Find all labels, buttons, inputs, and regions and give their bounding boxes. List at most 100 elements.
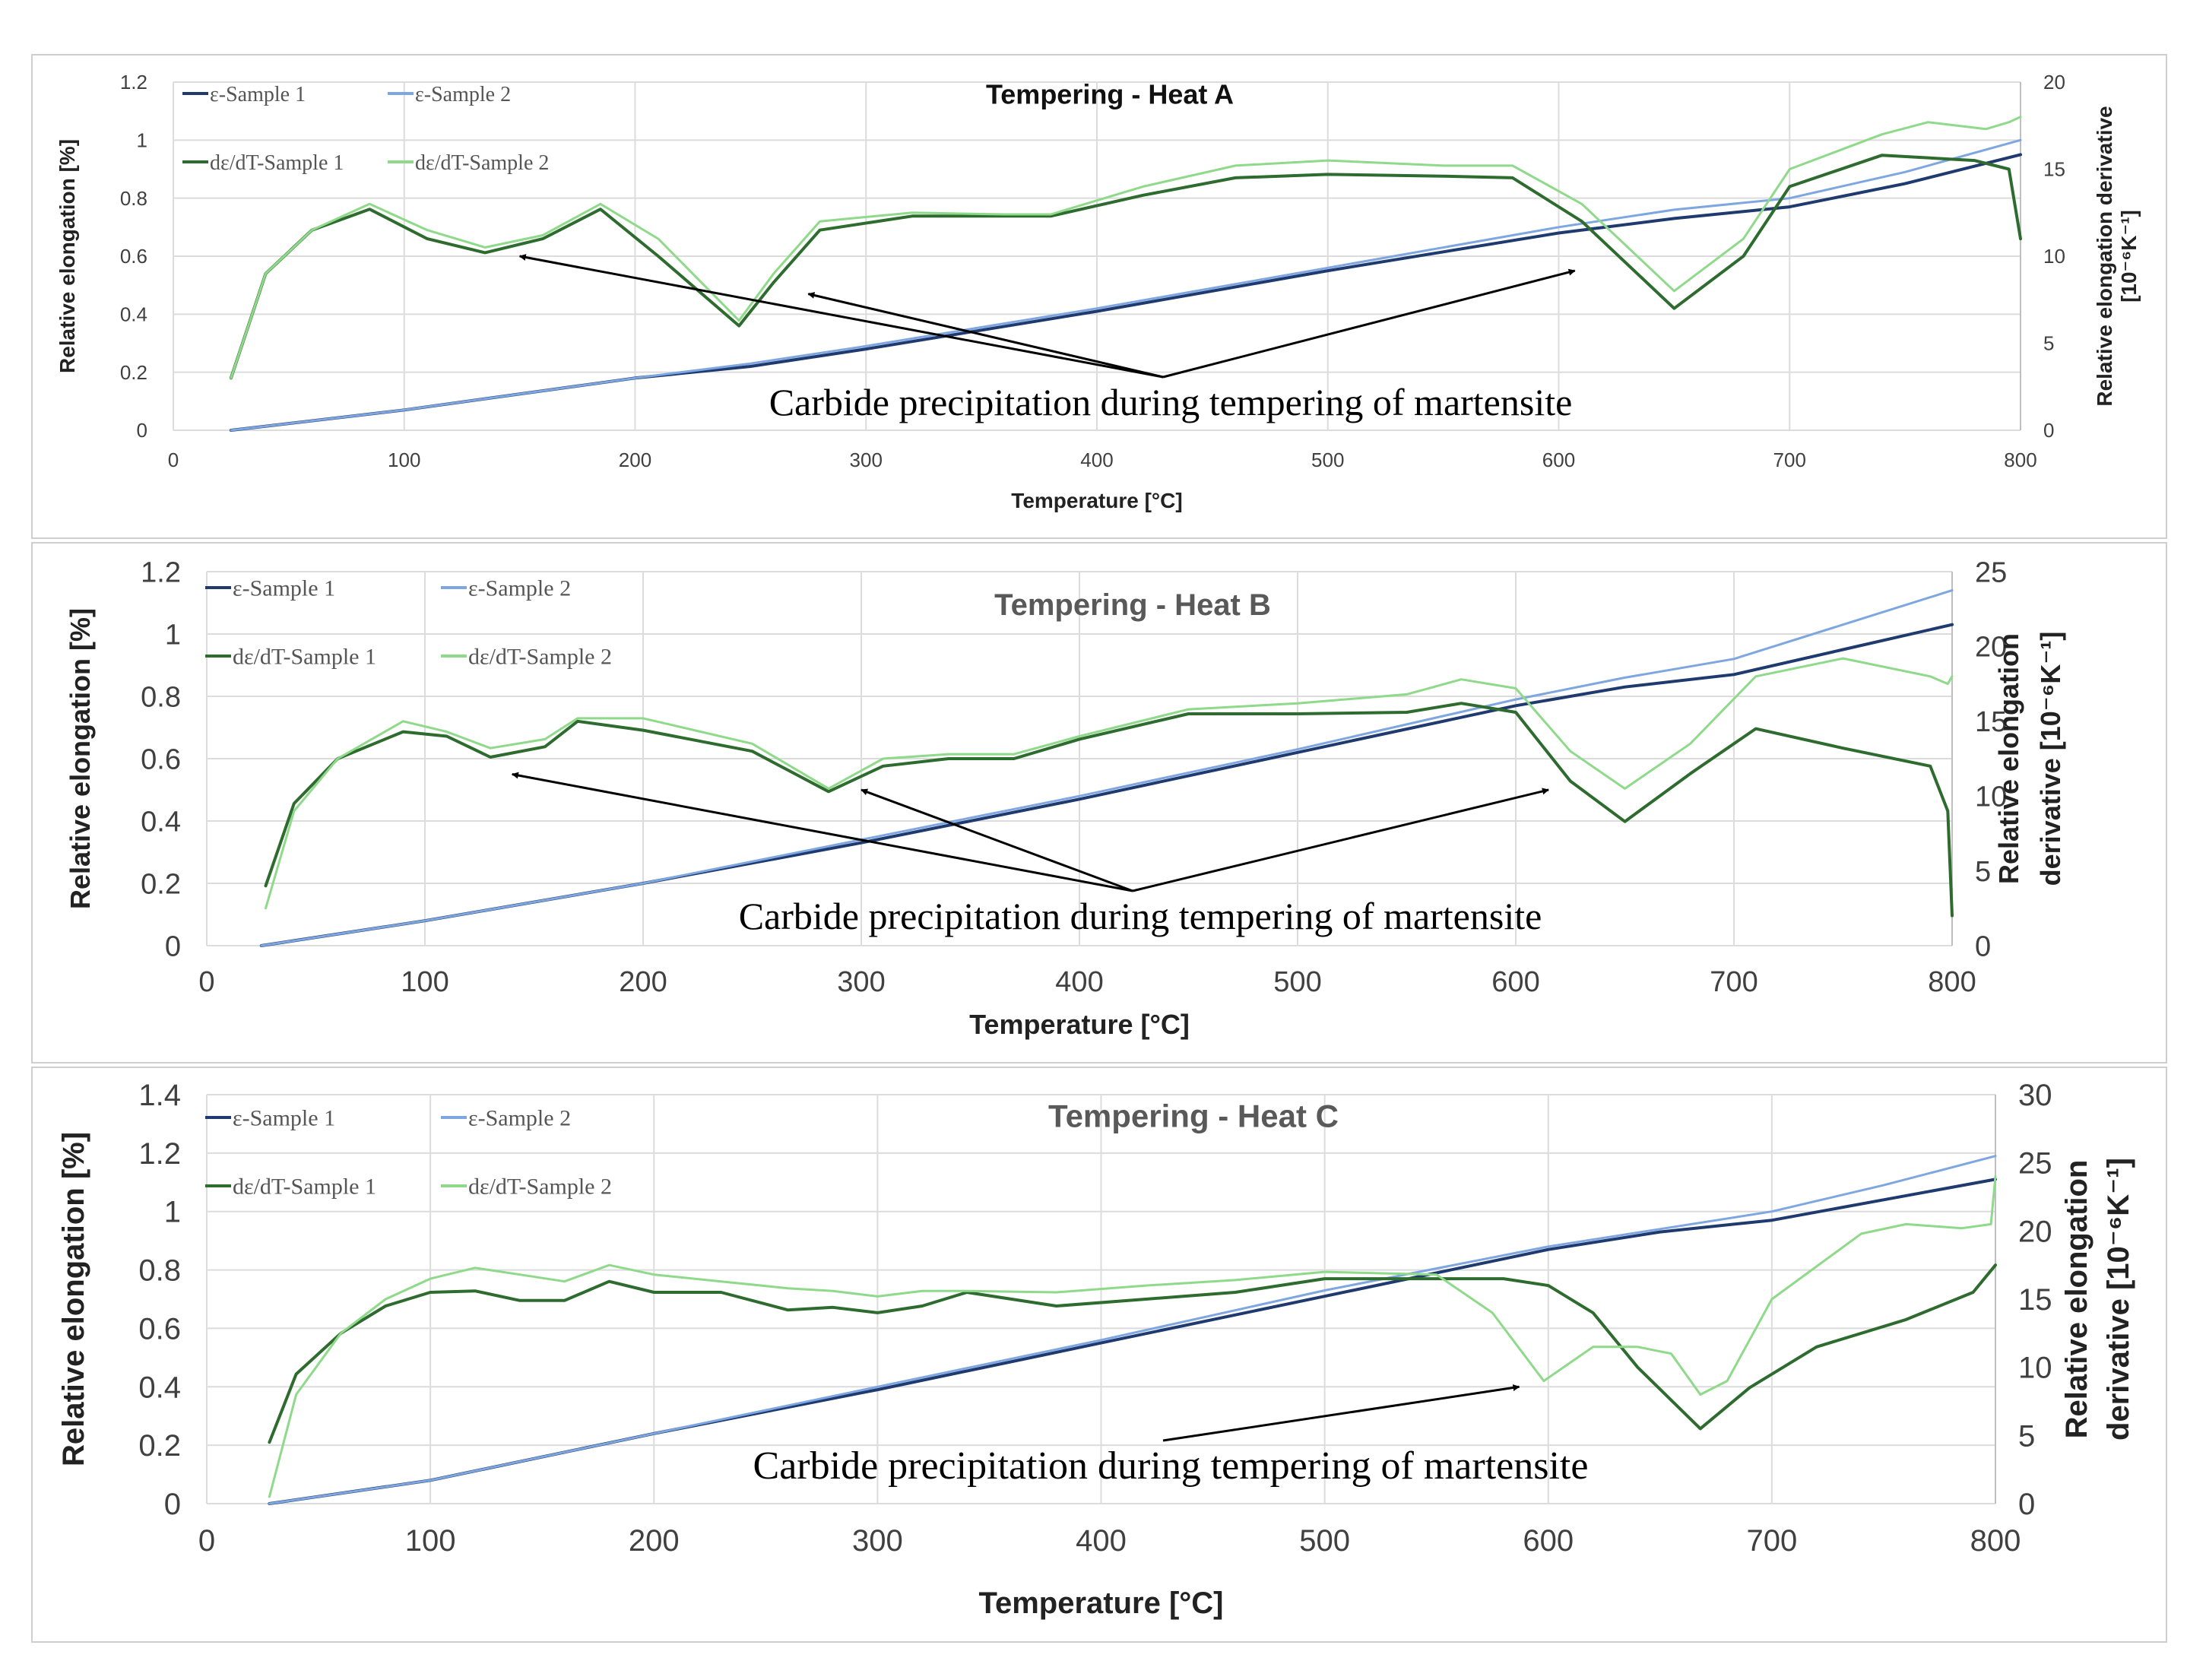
series-line-4: [265, 657, 1954, 910]
y2-tick-label: 0: [2018, 1488, 2035, 1521]
series-line-4: [230, 116, 2022, 379]
x-tick-label: 600: [1491, 966, 1539, 998]
x-tick-label: 100: [388, 449, 420, 471]
y-tick-label: 1: [165, 619, 181, 651]
x-tick-label: 400: [1055, 966, 1103, 998]
y2-tick-label: 5: [1975, 856, 1991, 888]
chart-title: Tempering - Heat C: [1048, 1098, 1339, 1134]
y-tick-label: 0.4: [141, 806, 181, 838]
legend-label: ε-Sample 1: [233, 1106, 335, 1131]
y2-tick-label: 20: [2043, 71, 2065, 94]
y2-tick-label: 5: [2043, 332, 2054, 355]
y2-tick-label: 25: [2018, 1147, 2052, 1181]
y2-axis-label-line-2: derivative [10⁻⁶K⁻¹]: [2102, 1158, 2135, 1441]
x-tick-label: 700: [1773, 449, 1806, 471]
panel-frame: [31, 542, 2167, 1063]
y2-tick-label: 30: [2018, 1079, 2052, 1112]
series-line-3: [268, 1263, 1997, 1444]
annotation-arrow: [807, 292, 1164, 379]
legend: ε-Sample 1 ε-Sample 2 dε/dT-Sample 1 dε/dT-…: [205, 576, 612, 670]
y2-tick-label: 15: [2018, 1283, 2052, 1317]
y-tick-label: 0.6: [141, 743, 181, 775]
y2-axis-label-line-1: Relative elongation: [2060, 1160, 2093, 1439]
x-tick-label: 200: [629, 1524, 680, 1558]
series-line-3: [264, 702, 1954, 918]
x-tick-label: 500: [1299, 1524, 1350, 1558]
y-tick-label: 0.4: [138, 1371, 181, 1404]
chart-title: Tempering - Heat A: [986, 79, 1234, 110]
y-tick-label: 0: [164, 1488, 181, 1521]
y-tick-label: 0.8: [141, 681, 181, 713]
y-tick-label: 0.8: [120, 187, 147, 210]
panel-frame: [31, 54, 2167, 539]
y-tick-label: 0: [137, 419, 147, 442]
y2-axis-label-line-2: derivative [10⁻⁶K⁻¹]: [2035, 632, 2066, 886]
y-tick-label: 0.6: [120, 245, 147, 268]
legend-label: dε/dT-Sample 1: [210, 151, 344, 175]
x-tick-label: 0: [168, 449, 179, 471]
y-tick-label: 0.2: [141, 868, 181, 900]
legend-label: dε/dT-Sample 2: [468, 645, 612, 670]
x-tick-label: 500: [1273, 966, 1321, 998]
annotation-text: Carbide precipitation during tempering o…: [739, 895, 1542, 937]
chart-panel-3: 0 100 200 300 400 500 600 700 80000.20.40.60.811…: [31, 1067, 2167, 1643]
y-tick-label: 1.4: [138, 1079, 181, 1112]
y2-tick-label: 20: [1975, 632, 2007, 664]
y-axis-label: Relative elongation [%]: [55, 139, 79, 373]
y-tick-label: 1: [164, 1196, 181, 1229]
x-tick-label: 500: [1311, 449, 1344, 471]
legend-label: dε/dT-Sample 1: [233, 645, 376, 670]
y-axis-label: Relative elongation [%]: [65, 608, 96, 909]
x-tick-label: 800: [1928, 966, 1976, 998]
x-tick-label: 0: [198, 1524, 215, 1558]
panel-frame: [31, 1067, 2167, 1643]
legend-label: ε-Sample 2: [468, 1106, 571, 1131]
y-tick-label: 0.2: [120, 361, 147, 384]
y2-tick-label: 5: [2018, 1419, 2035, 1453]
legend: ε-Sample 1 ε-Sample 2 dε/dT-Sample 1 dε/dT-…: [182, 83, 549, 175]
y-tick-label: 1.2: [138, 1137, 181, 1171]
x-tick-label: 300: [837, 966, 885, 998]
y-tick-label: 0.2: [138, 1429, 181, 1463]
y2-tick-label: 10: [2018, 1352, 2052, 1385]
x-tick-label: 800: [2004, 449, 2036, 471]
annotation-arrow: [1162, 268, 1576, 379]
y2-axis-label-line-2: [10⁻⁶K⁻¹]: [2117, 210, 2141, 303]
x-axis-label: Temperature [°C]: [979, 1586, 1224, 1620]
y-tick-label: 1: [137, 128, 147, 151]
y2-tick-label: 25: [1975, 556, 2007, 588]
y-tick-label: 1.2: [141, 556, 181, 588]
annotation-arrow: [861, 788, 1133, 892]
y2-tick-label: 0: [2043, 419, 2054, 442]
x-tick-label: 100: [405, 1524, 456, 1558]
y2-axis-label-line-1: Relative elongation derivative: [2093, 106, 2116, 406]
x-tick-label: 700: [1747, 1524, 1798, 1558]
series-line-4: [268, 1175, 1997, 1498]
legend-label: dε/dT-Sample 2: [415, 151, 549, 175]
x-axis-label: Temperature [°C]: [969, 1009, 1190, 1040]
series-line-2: [268, 1155, 1997, 1505]
legend-label: ε-Sample 2: [468, 576, 571, 601]
chart-panel-2: 0 100 200 300 400 500 600 700 80000.20.40.60.811…: [31, 542, 2167, 1063]
legend-label: dε/dT-Sample 2: [468, 1174, 612, 1200]
annotation-text: Carbide precipitation during tempering o…: [769, 381, 1573, 423]
legend-label: ε-Sample 2: [415, 83, 511, 106]
y2-tick-label: 10: [2043, 245, 2065, 268]
x-tick-label: 200: [619, 449, 651, 471]
x-tick-label: 700: [1710, 966, 1758, 998]
annotation-arrow: [1132, 788, 1549, 892]
legend-label: dε/dT-Sample 1: [233, 1174, 376, 1200]
x-axis-label: Temperature [°C]: [1011, 489, 1182, 512]
legend: ε-Sample 1 ε-Sample 2 dε/dT-Sample 1 dε/dT-…: [205, 1106, 612, 1200]
y-tick-label: 0.4: [120, 303, 147, 325]
x-tick-label: 400: [1076, 1524, 1127, 1558]
annotation-arrow: [511, 772, 1133, 892]
x-tick-label: 600: [1523, 1524, 1574, 1558]
legend-label: ε-Sample 1: [233, 576, 335, 601]
annotation-arrow: [1162, 1384, 1520, 1442]
y2-axis-label-line-1: Relative elongation: [1993, 633, 2024, 884]
y-tick-label: 1.2: [120, 71, 147, 94]
y-axis-label: Relative elongation [%]: [57, 1132, 90, 1466]
y2-tick-label: 10: [1975, 781, 2007, 813]
